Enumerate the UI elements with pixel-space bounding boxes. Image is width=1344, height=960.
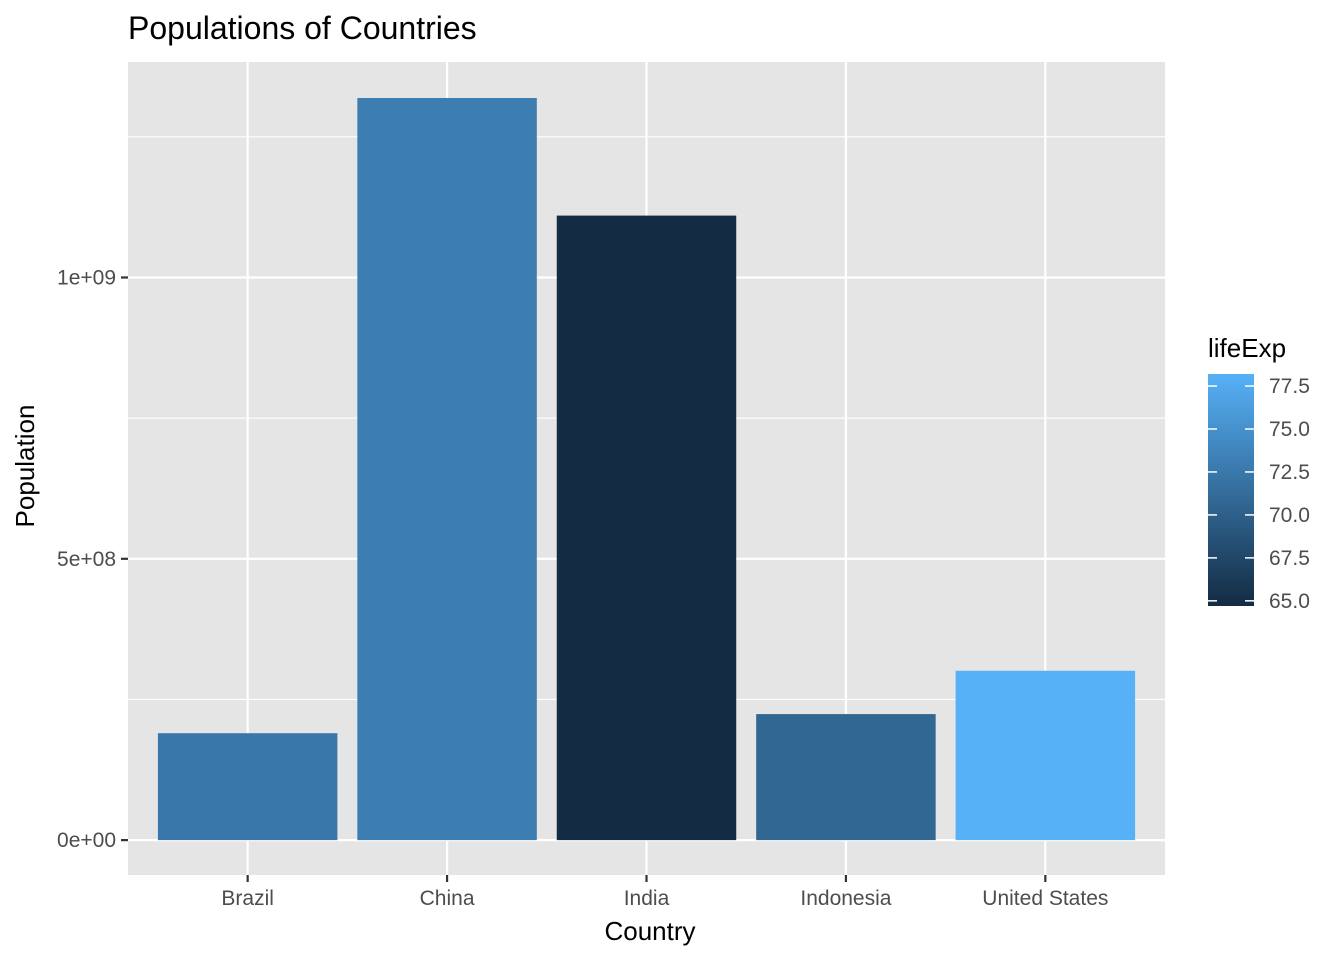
legend-label: 77.5 (1269, 375, 1310, 398)
legend: lifeExp 65.0 67.5 70.0 72.5 75.0 77.5 (1208, 333, 1310, 613)
y-tick-label: 0e+00 (57, 829, 116, 852)
bar-china (357, 98, 537, 841)
bar-brazil (157, 733, 338, 841)
bar-indonesia (756, 714, 936, 841)
legend-label: 65.0 (1269, 590, 1310, 613)
y-tick-label: 1e+09 (57, 266, 116, 289)
bars (157, 98, 1136, 841)
x-tick-label: China (420, 887, 475, 910)
legend-label: 70.0 (1269, 504, 1310, 527)
x-tick-label: Brazil (221, 887, 274, 910)
x-tick-label: United States (982, 887, 1108, 910)
y-axis-title: Population (10, 405, 40, 528)
legend-label: 67.5 (1269, 547, 1310, 570)
legend-title: lifeExp (1208, 333, 1286, 363)
bar-india (556, 215, 737, 841)
legend-label: 75.0 (1269, 418, 1310, 441)
legend-colorbar (1208, 374, 1254, 606)
legend-label: 72.5 (1269, 461, 1310, 484)
chart-title: Populations of Countries (128, 10, 477, 46)
y-tick-label: 5e+08 (57, 548, 116, 571)
x-axis: Brazil China India Indonesia United States (221, 875, 1108, 910)
bar-united-states (955, 670, 1136, 841)
x-axis-title: Country (604, 916, 695, 946)
y-axis: 0e+00 5e+08 1e+09 (57, 266, 128, 852)
x-tick-label: India (624, 887, 670, 910)
legend-ticks: 65.0 67.5 70.0 72.5 75.0 77.5 (1208, 375, 1310, 613)
x-tick-label: Indonesia (800, 887, 891, 910)
